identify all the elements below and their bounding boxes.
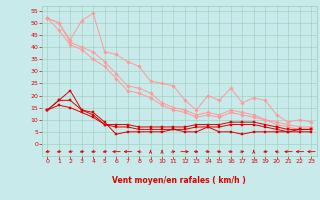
- X-axis label: Vent moyen/en rafales ( km/h ): Vent moyen/en rafales ( km/h ): [112, 176, 246, 185]
